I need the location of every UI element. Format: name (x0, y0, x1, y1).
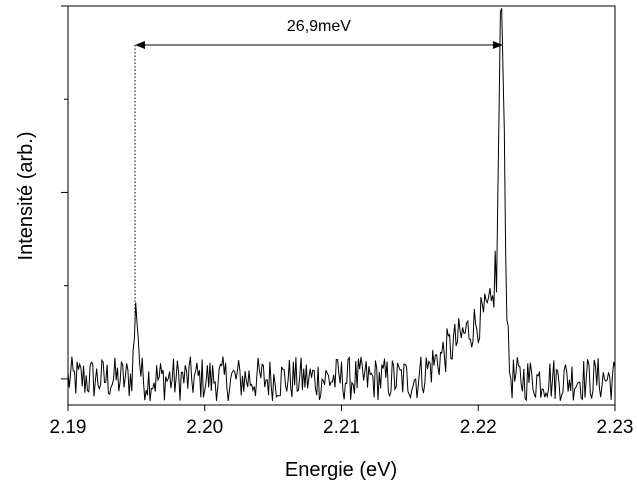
x-tick-label: 2.22 (460, 417, 497, 438)
arrow-head-left (135, 41, 146, 49)
x-tick-label: 2.19 (50, 417, 87, 438)
x-tick-label: 2.21 (323, 417, 360, 438)
x-axis-ticks (67, 405, 616, 411)
x-tick-label: 2.23 (597, 417, 634, 438)
spectrum-series-line (67, 8, 616, 402)
energy-difference-label: 26,9meV (287, 18, 351, 35)
y-axis-ticks (61, 5, 68, 380)
plot-frame (67, 5, 616, 406)
x-axis-tick-labels: 2.19 2.20 2.21 2.22 2.23 (50, 417, 634, 438)
x-tick-label: 2.20 (186, 417, 223, 438)
arrow-head-right (492, 41, 503, 49)
x-axis-label: Energie (eV) (285, 459, 397, 481)
y-axis-label: Intensité (arb.) (15, 132, 37, 261)
